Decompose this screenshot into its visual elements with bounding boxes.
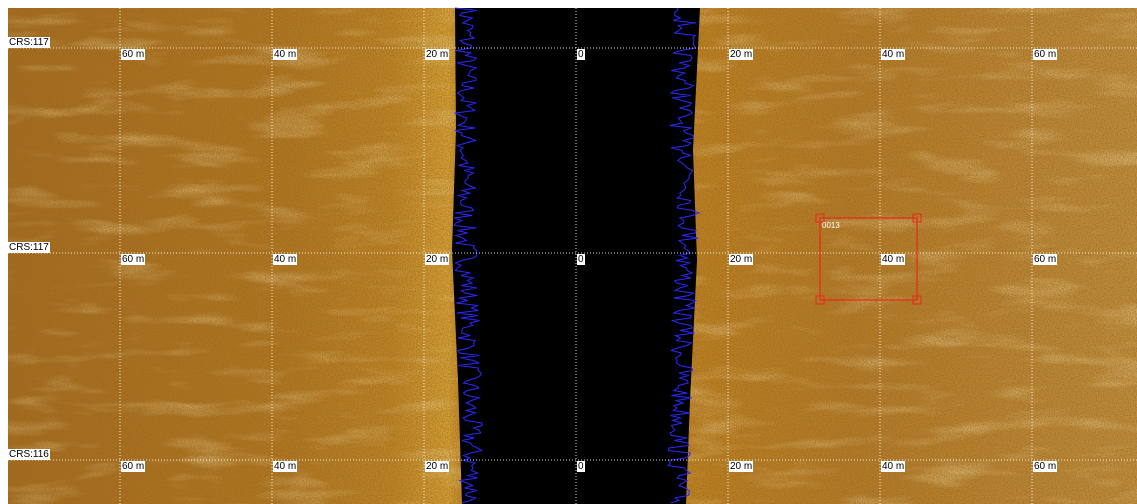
range-label: 60 m (1033, 49, 1058, 60)
range-label: 20 m (425, 461, 450, 472)
range-label: 60 m (1033, 254, 1058, 265)
bottom-trace (453, 7, 483, 504)
water-column (452, 8, 700, 504)
range-label: 60 m (1033, 461, 1058, 472)
target-box[interactable] (815, 213, 922, 305)
range-label: 60 m (121, 49, 146, 60)
handle[interactable] (912, 213, 922, 223)
course-label: CRS:117 (8, 37, 50, 48)
range-label: 40 m (881, 49, 906, 60)
bottom-traces (453, 7, 701, 504)
target-frame[interactable] (819, 217, 918, 301)
course-label: CRS:117 (8, 242, 50, 253)
range-label: 0 (577, 254, 585, 265)
range-label: 40 m (273, 49, 298, 60)
range-label: 40 m (881, 461, 906, 472)
target-label: 0013 (822, 221, 840, 230)
range-label: 20 m (425, 49, 450, 60)
range-label: 20 m (425, 254, 450, 265)
range-label: 40 m (273, 254, 298, 265)
range-label: 0 (577, 49, 585, 60)
range-label: 40 m (273, 461, 298, 472)
range-label: 20 m (729, 254, 754, 265)
range-label: 20 m (729, 49, 754, 60)
range-label: 60 m (121, 461, 146, 472)
handle[interactable] (815, 213, 825, 223)
range-label: 40 m (881, 254, 906, 265)
range-label: 60 m (121, 254, 146, 265)
range-label: 20 m (729, 461, 754, 472)
course-label: CRS:116 (8, 449, 50, 460)
bottom-trace (667, 7, 701, 504)
range-grid (8, 8, 1137, 504)
handle[interactable] (912, 295, 922, 305)
range-label: 0 (577, 461, 585, 472)
handle[interactable] (815, 295, 825, 305)
